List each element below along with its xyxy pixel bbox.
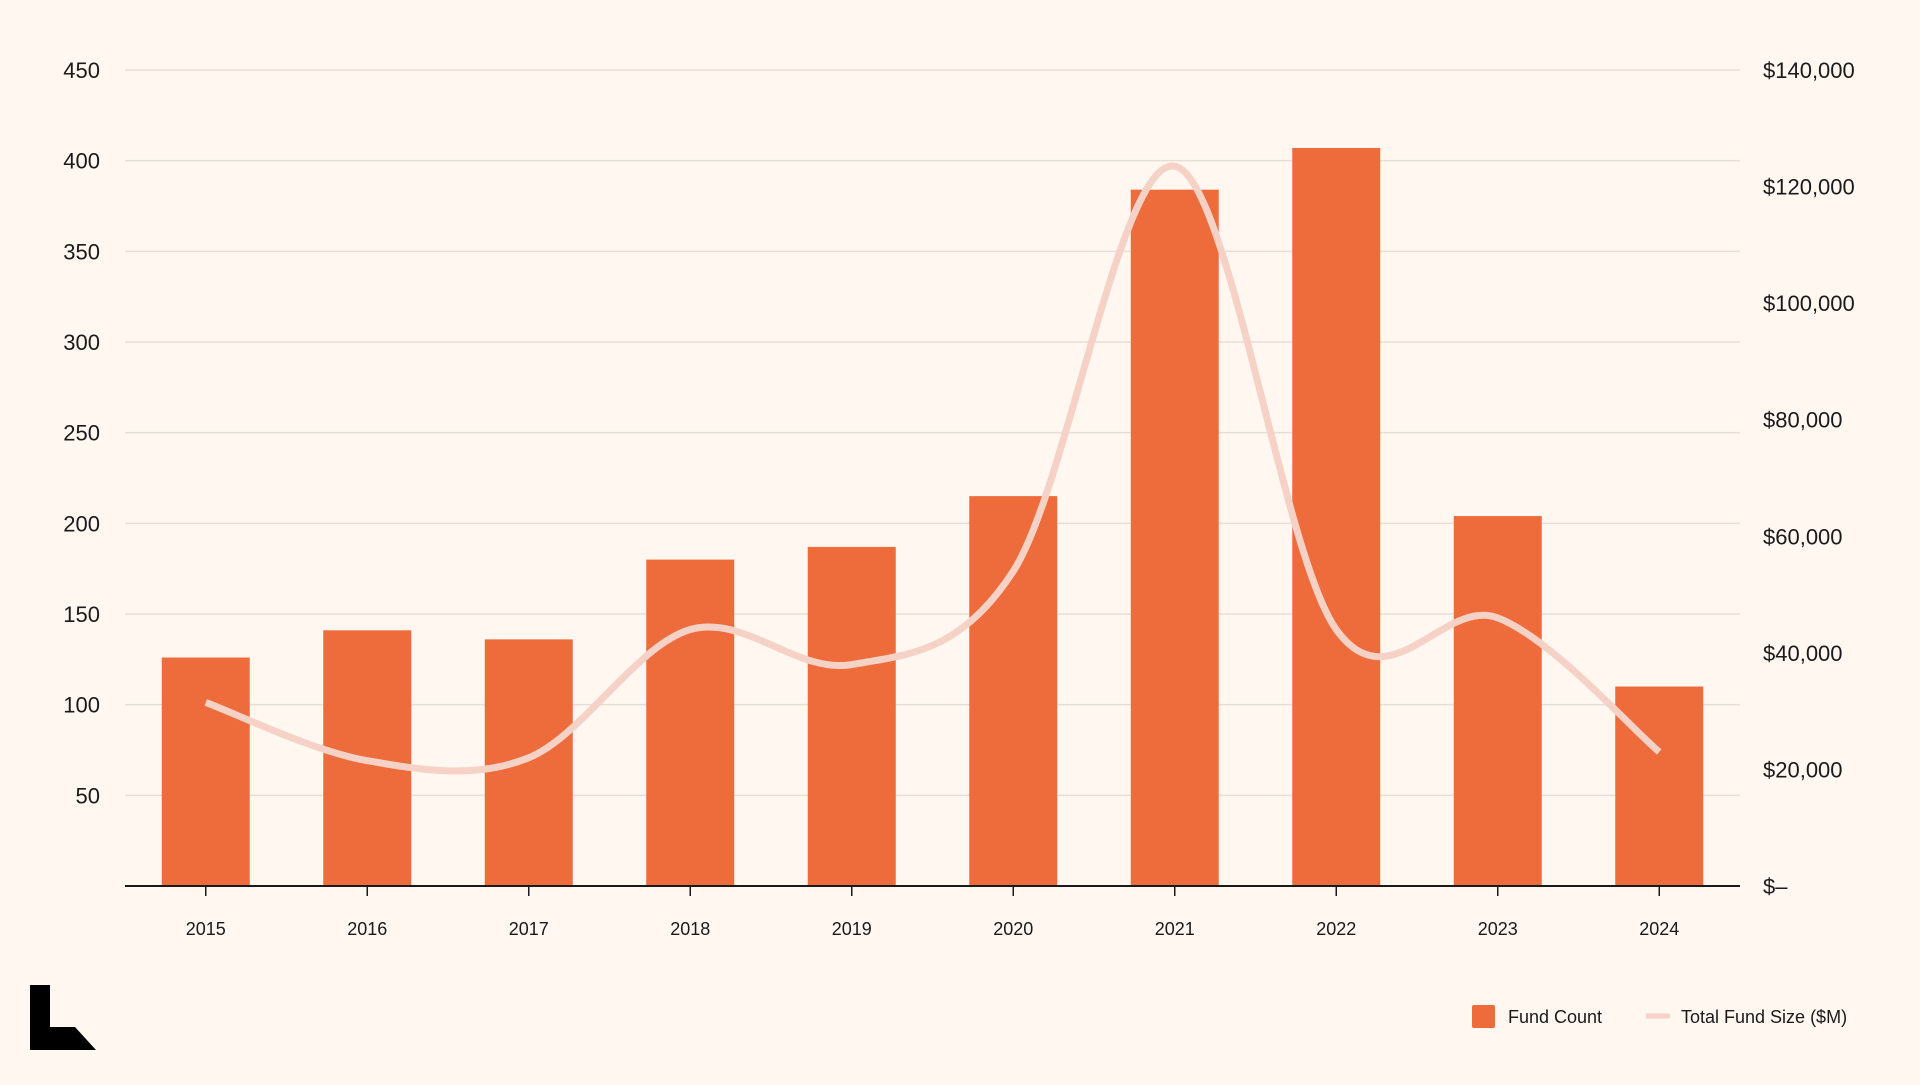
bar-2024 [1615,686,1704,886]
line-series [204,162,1662,775]
x-tick-label: 2016 [347,919,387,939]
bar-series [161,147,1704,886]
y-left-tick-label: 50 [76,783,100,808]
x-tick-label: 2021 [1155,919,1195,939]
bar-2021 [1130,189,1219,886]
brand-logo-icon [30,985,96,1050]
y-left-tick-label: 300 [63,330,100,355]
x-tick-label: 2020 [993,919,1033,939]
y-left-tick-label: 350 [63,239,100,264]
x-tick-label: 2022 [1316,919,1356,939]
y-left-tick-label: 100 [63,693,100,718]
y-right-tick-label: $– [1763,874,1788,899]
y-left-tick-label: 150 [63,602,100,627]
y-right-tick-label: $140,000 [1763,58,1855,83]
y-right-tick-label: $40,000 [1763,641,1843,666]
bar-2017 [484,639,573,886]
bar-2018 [646,559,735,886]
x-tick-label: 2024 [1639,919,1679,939]
x-tick-label: 2023 [1478,919,1518,939]
x-tick-label: 2015 [186,919,226,939]
y-right-tick-label: $100,000 [1763,291,1855,316]
x-tick-label: 2017 [509,919,549,939]
legend-label-fund-count: Fund Count [1508,1007,1602,1027]
y-left-tick-label: 250 [63,421,100,446]
logo-shape [30,985,96,1050]
legend-label-total-fund-size: Total Fund Size ($M) [1681,1007,1847,1027]
legend-swatch-fund-count [1472,1005,1495,1028]
y-left-tick-label: 450 [63,58,100,83]
bar-2023 [1453,516,1542,886]
y-right-tick-label: $120,000 [1763,175,1855,200]
y-right-tick-label: $60,000 [1763,524,1843,549]
x-tick-label: 2019 [832,919,872,939]
bar-2020 [969,496,1058,886]
bar-2019 [807,546,896,886]
y-right-tick-label: $80,000 [1763,408,1843,433]
bar-2015 [161,657,250,886]
y-left-tick-label: 400 [63,149,100,174]
axes: 50 100 150 200 250 300 350 400 450 $– $20,000 $40,0… [63,58,1854,939]
legend: Fund Count Total Fund Size ($M) [1472,1005,1847,1028]
bar-2022 [1292,147,1381,886]
y-right-tick-label: $20,000 [1763,757,1843,782]
y-left-tick-label: 200 [63,511,100,536]
x-tick-label: 2018 [670,919,710,939]
line-total-fund-size [204,162,1662,775]
